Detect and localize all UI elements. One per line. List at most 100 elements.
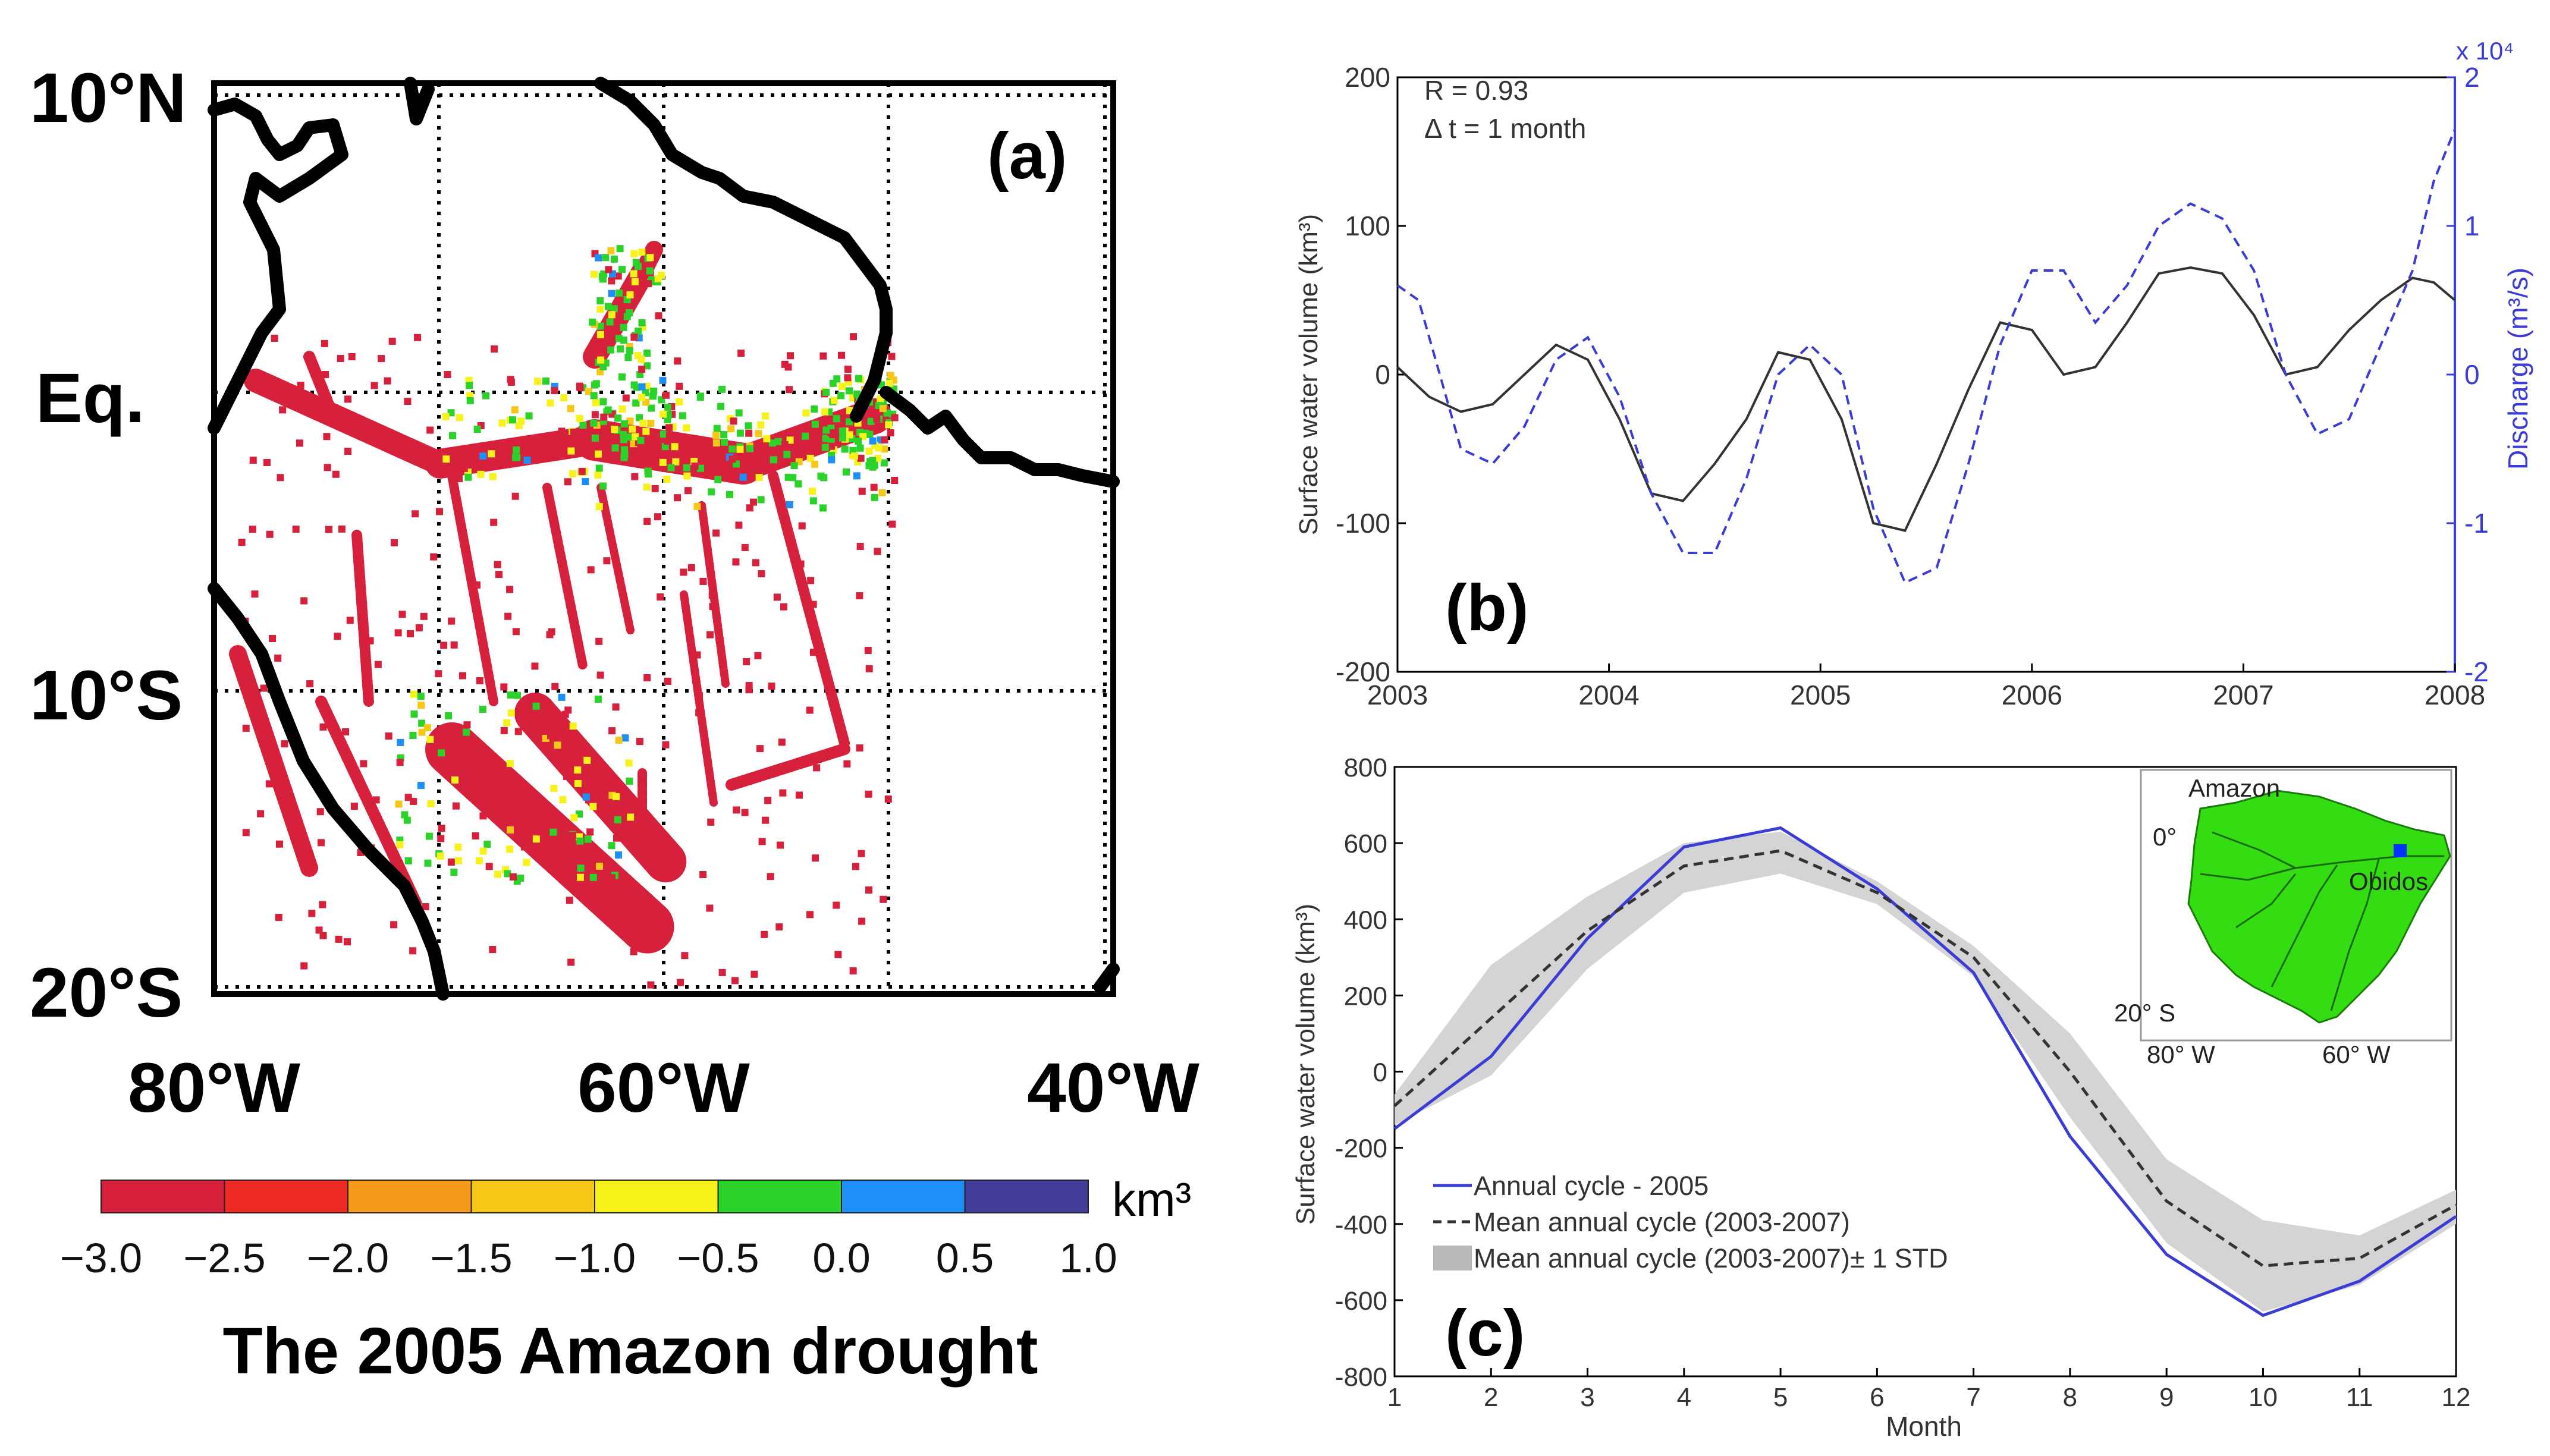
drought-pixel: [714, 476, 722, 483]
drought-pixel: [637, 436, 645, 444]
drought-pixel: [636, 935, 643, 943]
drought-pixel: [775, 923, 783, 931]
drought-pixel: [597, 348, 605, 356]
drought-pixel: [410, 710, 418, 718]
drought-pixel: [887, 372, 894, 379]
drought-pixel: [865, 665, 873, 672]
drought-pixel: [827, 442, 835, 450]
drought-pixel: [343, 938, 351, 946]
drought-pixel: [335, 935, 343, 943]
drought-pixel: [811, 460, 819, 468]
drought-pixel: [466, 397, 474, 404]
drought-pixel: [717, 402, 725, 410]
drought-pixel: [630, 250, 638, 257]
panel-c-ylabel: Surface water volume (km³): [1291, 904, 1320, 1225]
drought-pixel: [472, 832, 479, 839]
drought-pixel: [437, 749, 445, 757]
drought-pixel: [631, 278, 639, 285]
legend-label-annual-2005: Annual cycle - 2005: [1474, 1171, 1709, 1201]
panel-b-chart: 2003 2004 2005 2006 2007 2008 -200 -100 0 100 200 -…: [1294, 37, 2533, 710]
coastlines: [208, 77, 1120, 1001]
colorbar-segment: [717, 1180, 842, 1213]
drought-pixel: [683, 464, 690, 471]
panel-c-xlabel: Month: [1886, 1411, 1962, 1442]
drought-pixel: [570, 429, 577, 436]
drought-pixel: [616, 245, 624, 253]
panel-c-chart: 1 2 3 4 5 6 7 8 9 10 11 12-800-600-400-200020040060…: [1291, 753, 2470, 1442]
drought-pixel: [409, 731, 417, 739]
drought-pixel: [444, 371, 451, 379]
drought-pixel: [856, 592, 863, 600]
drought-pixel: [374, 661, 382, 668]
drought-pixel: [425, 832, 433, 840]
drought-pixel: [834, 951, 842, 958]
drought-pixel: [806, 706, 814, 714]
drought-pixel: [404, 794, 412, 801]
drought-pixel: [762, 816, 770, 824]
drought-pixel: [547, 399, 554, 407]
drought-pixel: [494, 561, 501, 568]
lat-label-eq: Eq.: [36, 359, 145, 438]
colorbar-segment: [224, 1180, 348, 1213]
drought-pixel: [417, 693, 425, 700]
inset-rivers: [2200, 831, 2444, 1011]
drought-pixel: [638, 366, 646, 373]
panel-c-series: [1393, 826, 2457, 1317]
x-tick-label: 7: [1966, 1383, 1980, 1412]
drought-pixel: [241, 662, 249, 670]
drought-pixel: [621, 451, 629, 459]
drought-pixel: [741, 543, 749, 551]
drought-pixel: [579, 422, 587, 429]
drought-pixel: [595, 464, 603, 472]
drought-pixel: [576, 873, 584, 881]
drought-pixel: [558, 427, 566, 435]
drought-pixel: [319, 901, 326, 908]
drought-pixel: [587, 566, 595, 574]
drought-pixel: [608, 727, 616, 735]
drought-pixel: [867, 417, 875, 425]
drought-pixel: [727, 425, 735, 433]
colorbar-tick-label: 1.0: [1059, 1235, 1117, 1281]
drought-pixel: [391, 539, 398, 546]
drought-pixel: [440, 641, 448, 649]
drought-pixel: [567, 447, 575, 455]
drought-pixel: [654, 275, 662, 282]
drought-pixel: [404, 398, 412, 405]
drought-pixel: [395, 800, 403, 808]
drought-pixel: [623, 313, 631, 320]
drought-pixel: [448, 617, 456, 625]
inset-lon-right: 60° W: [2322, 1040, 2391, 1068]
drought-pixel: [813, 764, 821, 772]
y-tick-label: 200: [1344, 982, 1387, 1011]
drought-pixel: [663, 476, 671, 483]
map-drought-patches: [229, 241, 899, 989]
x-tick-label: 5: [1773, 1383, 1788, 1412]
drought-pixel: [490, 518, 498, 526]
drought-pixel: [671, 851, 679, 858]
drought-pixel: [604, 406, 612, 414]
drought-pixel: [260, 684, 268, 692]
drought-pixel: [342, 728, 350, 735]
drought-pixel: [567, 958, 575, 966]
drought-pixel: [870, 483, 878, 491]
drought-pixel: [665, 432, 673, 439]
drought-pixel: [620, 436, 627, 444]
drought-pixel: [638, 249, 646, 256]
drought-pixel: [620, 337, 627, 344]
drought-pixel: [846, 387, 853, 395]
drought-pixel: [608, 277, 615, 285]
drought-pixel: [566, 897, 573, 904]
drought-pixel: [607, 247, 615, 254]
surface-water-line: [1396, 266, 2456, 532]
drought-pixel: [809, 497, 817, 505]
drought-pixel: [797, 560, 805, 568]
drought-pixel: [323, 433, 331, 441]
drought-pixel: [838, 351, 846, 359]
drought-pixel: [476, 677, 483, 684]
panel-b-annotation-dt: Δ t = 1 month: [1424, 113, 1586, 144]
std-band-area: [1395, 831, 2456, 1312]
drought-pixel: [257, 810, 265, 817]
drought-patch: [315, 696, 422, 910]
drought-pixel: [662, 741, 670, 749]
drought-pixel: [263, 459, 271, 467]
